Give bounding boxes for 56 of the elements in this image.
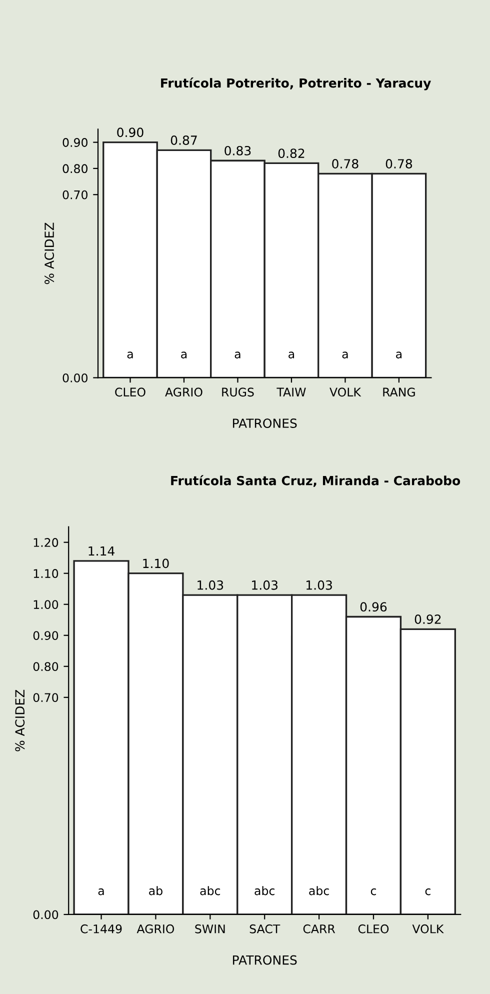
annotation: a <box>288 352 294 358</box>
annotation: abc <box>254 886 274 896</box>
x-tick-label: SACT <box>250 924 280 934</box>
annotation: a <box>234 352 240 358</box>
x-tick-label: RANG <box>383 388 415 397</box>
y-tick-label: 1.20 <box>34 538 58 547</box>
annotation: c <box>425 888 430 896</box>
x-tick-label: TAIW <box>276 388 306 396</box>
data-label: 1.03 <box>198 580 224 590</box>
y-tick-label: 0.00 <box>62 373 88 382</box>
x-tick-label: CLEO <box>358 924 389 934</box>
x-tick-label: VOLK <box>330 388 362 397</box>
y-tick-label: 0.70 <box>62 190 88 200</box>
x-tick-label: CLEO <box>115 388 146 397</box>
y-axis-title: % ACIDEZ <box>15 690 25 752</box>
annotation: a <box>98 888 104 896</box>
x-tick-label: AGRIO <box>136 924 174 934</box>
y-tick-label: 0.80 <box>33 662 58 672</box>
annotation: a <box>342 352 348 358</box>
y-tick-label: 1.00 <box>34 600 58 610</box>
x-axis-title: PATRONES <box>232 418 297 428</box>
x-tick-label: VOLK <box>412 924 444 934</box>
data-label: 1.10 <box>143 558 169 568</box>
x-tick-label: C-1449 <box>80 924 122 934</box>
x-axis-title: PATRONES <box>232 955 297 965</box>
y-tick-label: 0.70 <box>33 693 58 702</box>
annotation: abc <box>200 886 220 896</box>
y-tick-label: 0.90 <box>62 138 88 147</box>
y-tick-label: 0.80 <box>62 164 88 174</box>
data-label: 1.14 <box>88 546 114 556</box>
annotation: abc <box>309 886 329 896</box>
y-tick-label: 1.10 <box>34 569 58 578</box>
data-label: 0.83 <box>224 146 251 156</box>
data-label: 0.96 <box>360 602 387 612</box>
annotation: c <box>370 888 376 896</box>
y-tick-label: 0.90 <box>33 631 58 640</box>
x-tick-label: CARR <box>303 924 336 934</box>
y-axis-title: % ACIDEZ <box>44 222 54 284</box>
data-label: 0.78 <box>386 159 412 168</box>
x-tick-label: SWIN <box>195 924 225 934</box>
y-tick-label: 0.00 <box>33 910 58 920</box>
annotation: a <box>181 352 187 358</box>
data-label: 0.87 <box>170 135 197 145</box>
chart-title: Frutícola Potrerito, Potrerito - Yaracuy <box>161 78 431 90</box>
data-label: 0.90 <box>117 128 144 138</box>
data-label: 1.03 <box>252 580 278 590</box>
x-tick-label: RUGS <box>222 388 254 397</box>
annotation: a <box>396 352 402 358</box>
data-label: 0.92 <box>414 614 441 624</box>
data-label: 0.78 <box>332 159 358 168</box>
x-tick-label: AGRIO <box>165 388 202 397</box>
data-label: 1.03 <box>306 580 332 590</box>
chart-title: Frutícola Santa Cruz, Miranda - Carabobo <box>171 475 460 487</box>
annotation: ab <box>149 886 162 896</box>
annotation: a <box>127 352 133 358</box>
data-label: 0.82 <box>278 148 304 158</box>
